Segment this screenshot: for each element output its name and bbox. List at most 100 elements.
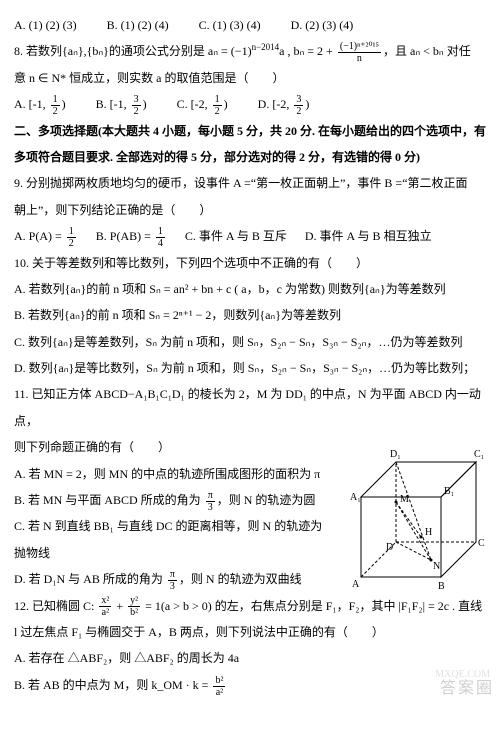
d: 3 [206, 502, 215, 513]
opt-d: D. [-2, 32) [258, 91, 310, 117]
d: 2 [294, 106, 303, 117]
txt: D. [-2, [258, 97, 293, 111]
n: 1 [67, 226, 76, 238]
txt: B. [-1, [96, 97, 130, 111]
n: 1 [213, 94, 222, 106]
q11-options: A. 若 MN = 2，则 MN 的中点的轨迹所围成图形的面积为 π B. 若 … [14, 461, 334, 593]
frac: 32 [292, 94, 305, 117]
q11-line1: 11. 已知正方体 ABCD−A₁B₁C₁D₁ 的棱长为 2，M 为 DD₁ 的… [14, 381, 486, 434]
n: y² [128, 595, 140, 607]
opt-b: B. [-1, 32) [96, 91, 147, 117]
q11-opt-c: C. 若 N 到直线 BB₁ 与直线 DC 的距离相等，则 N 的轨迹为抛物线 [14, 513, 334, 566]
f1: x²a² [97, 595, 113, 618]
lbl-H: H [425, 527, 432, 538]
txt: B. 若 AB 的中点为 M，则 k_OM · k = [14, 678, 211, 692]
post: ) [143, 97, 147, 111]
post: ，则 N 的轨迹为双曲线 [179, 572, 302, 586]
q11-opt-b: B. 若 MN 与平面 ABCD 所成的角为 π3，则 N 的轨迹为圆 [14, 487, 334, 513]
n: π [168, 569, 177, 581]
txt: C. [-2, [177, 97, 211, 111]
q11-opt-a: A. 若 MN = 2，则 MN 的中点的轨迹所围成图形的面积为 π [14, 461, 334, 487]
lbl-B1: B₁ [444, 486, 454, 497]
opt-b: B. (1) (2) (4) [107, 12, 169, 38]
q12-line2: l 过左焦点 F₁ 与椭圆交于 A，B 两点，则下列说法中正确的有（ ） [14, 619, 486, 645]
opt-c: C. [-2, 12) [177, 91, 228, 117]
q8-exp: n−2014 [252, 42, 280, 52]
q8-frac-den: n [338, 53, 381, 64]
lbl-N: N [433, 561, 440, 572]
q10-opt-c: C. 数列{aₙ}是等差数列，Sₙ 为前 n 项和，则 Sₙ，S₂ₙ − Sₙ，… [14, 329, 486, 355]
q12-opt-a: A. 若存在 △ABF₂，则 △ABF₂ 的周长为 4a [14, 645, 486, 671]
frac: b²a² [211, 675, 227, 698]
d: 3 [168, 581, 177, 592]
frac: π3 [166, 569, 179, 592]
txt: A. [-1, [14, 97, 49, 111]
d: a² [213, 687, 225, 698]
opt-d: D. (2) (3) (4) [291, 12, 354, 38]
q10-opt-a: A. 若数列{aₙ}的前 n 项和 Sₙ = an² + bn + c ( a，… [14, 276, 486, 302]
txt: A. P(A) = [14, 229, 65, 243]
n: 3 [132, 94, 141, 106]
q12-line1: 12. 已知椭圆 C: x²a² + y²b² = 1(a > b > 0) 的… [14, 593, 486, 619]
post: ，则 N 的轨迹为圆 [217, 493, 316, 507]
lbl-C: C [478, 538, 485, 549]
plus: + [113, 599, 126, 613]
q11-opt-d: D. 若 D₁N 与 AB 所成的角为 π3，则 N 的轨迹为双曲线 [14, 566, 334, 592]
opt-a: A. P(A) = 12 [14, 223, 78, 249]
txt: B. 若 MN 与平面 ABCD 所成的角为 [14, 493, 204, 507]
n: 3 [294, 94, 303, 106]
lbl-C1: C₁ [474, 449, 484, 460]
opt-c: C. (1) (3) (4) [199, 12, 261, 38]
q8-frac-num: (−1)ⁿ⁺²⁰¹⁵ [338, 41, 381, 53]
frac: 32 [130, 94, 143, 117]
lbl-M: M [400, 494, 409, 505]
q12-opt-b: B. 若 AB 的中点为 M，则 k_OM · k = b²a² [14, 672, 486, 698]
q8-text2: a , bₙ = 2 + [279, 44, 336, 58]
q10-opt-b: B. 若数列{aₙ}的前 n 项和 Sₙ = 2ⁿ⁺¹ − 2，则数列{aₙ}为… [14, 302, 486, 328]
mid: = 1(a > b > 0) 的左，右焦点分别是 F₁，F₂，其中 |F₁F₂|… [142, 599, 482, 613]
opt-b: B. P(AB) = 14 [96, 223, 167, 249]
post: ) [62, 97, 66, 111]
q9-line2: 朝上”，则下列结论正确的是（ ） [14, 197, 486, 223]
q11-body: 则下列命题正确的有（ ） A. 若 MN = 2，则 MN 的中点的轨迹所围成图… [14, 434, 486, 592]
lbl-A1: A₁ [350, 492, 361, 503]
q9-options: A. P(A) = 12 B. P(AB) = 14 C. 事件 A 与 B 互… [14, 223, 486, 249]
q10-stem: 10. 关于等差数列和等比数列，下列四个选项中不正确的有（ ） [14, 250, 486, 276]
lbl-D: D [386, 542, 393, 553]
frac: 12 [49, 94, 62, 117]
frac: 14 [154, 226, 167, 249]
q8-frac: (−1)ⁿ⁺²⁰¹⁵n [336, 41, 383, 64]
f2: y²b² [126, 595, 142, 618]
q8-options: A. [-1, 12) B. [-1, 32) C. [-2, 12) D. [… [14, 91, 486, 117]
q9-line1: 9. 分别抛掷两枚质地均匀的硬币，设事件 A =“第一枚正面朝上”，事件 B =… [14, 170, 486, 196]
d: 2 [51, 106, 60, 117]
d: 2 [132, 106, 141, 117]
d: b² [128, 607, 140, 618]
d: 2 [213, 106, 222, 117]
frac: π3 [204, 490, 217, 513]
post: ) [224, 97, 228, 111]
q8-text1: 8. 若数列{aₙ},{bₙ}的通项公式分别是 aₙ = (−1) [14, 44, 252, 58]
frac: 12 [65, 226, 78, 249]
q10-opt-d: D. 数列{aₙ}是等比数列，Sₙ 为前 n 项和，则 Sₙ，S₂ₙ − Sₙ，… [14, 355, 486, 381]
q8-stem2: 意 n ∈ N* 恒成立，则实数 a 的取值范围是（ ） [14, 65, 486, 91]
d: 4 [156, 238, 165, 249]
d: a² [99, 607, 111, 618]
n: π [206, 490, 215, 502]
lbl-D1: D₁ [390, 449, 401, 460]
n: 1 [156, 226, 165, 238]
n: x² [99, 595, 111, 607]
frac: 12 [211, 94, 224, 117]
opt-a: A. [-1, 12) [14, 91, 66, 117]
lbl-A: A [352, 579, 360, 590]
n: b² [213, 675, 225, 687]
txt: B. P(AB) = [96, 229, 154, 243]
section-2-heading: 二、多项选择题(本大题共 4 小题，每小题 5 分，共 20 分. 在每小题给出… [14, 118, 486, 171]
cube-diagram: D₁ C₁ A₁ B₁ A B C D M H N [346, 442, 486, 592]
txt: 12. 已知椭圆 C: [14, 599, 97, 613]
n: 1 [51, 94, 60, 106]
txt: D. 若 D₁N 与 AB 所成的角为 [14, 572, 166, 586]
opt-a: A. (1) (2) (3) [14, 12, 77, 38]
lbl-B: B [438, 581, 445, 592]
opt-c: C. 事件 A 与 B 互斥 [185, 223, 287, 249]
